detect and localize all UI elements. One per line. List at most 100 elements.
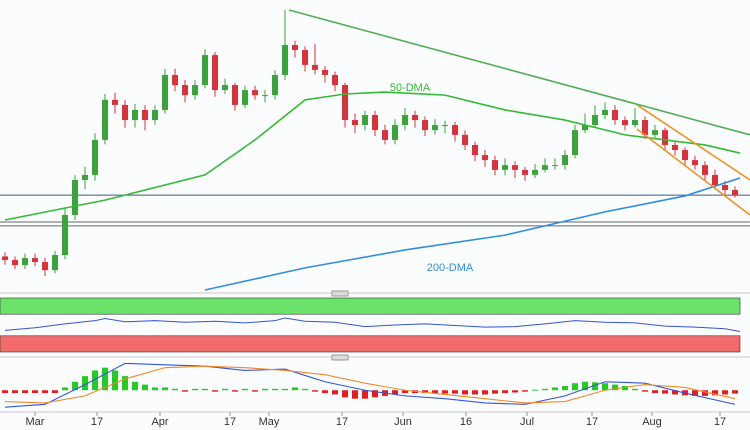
candle-body [242, 90, 248, 105]
macd-bar [222, 388, 228, 391]
macd-line [4, 365, 736, 404]
candle-body [552, 165, 558, 167]
macd-bar [92, 370, 98, 391]
candle-body [192, 85, 198, 96]
candle-body [162, 74, 168, 110]
candle-body [202, 55, 208, 86]
candle-body [102, 99, 108, 140]
macd-bar [302, 388, 308, 391]
candle-body [32, 258, 38, 262]
x-tick-label: May [259, 416, 280, 428]
candle-body [672, 144, 678, 150]
candle-body [572, 130, 578, 156]
macd-bar [162, 387, 168, 391]
candle-body [642, 120, 648, 135]
macd-bar [172, 388, 178, 391]
x-tick-label: 17 [91, 416, 103, 428]
candle-body [402, 115, 408, 126]
candle-body [362, 115, 368, 126]
macd-bar [272, 388, 278, 391]
candle-body [212, 55, 218, 91]
candle-body [302, 50, 308, 65]
macd-bar [292, 387, 298, 391]
candle-body [632, 120, 638, 126]
macd-bar [372, 390, 378, 398]
candle-body [532, 169, 538, 175]
candle-body [52, 255, 58, 271]
macd-bar [622, 386, 628, 391]
candle-body [662, 130, 668, 145]
x-tick-label: 17 [714, 416, 726, 428]
macd-bar [332, 390, 338, 395]
panel-grip[interactable] [331, 354, 349, 361]
candle-body [182, 85, 188, 96]
macd-bar [632, 388, 638, 391]
candle-body [12, 260, 18, 266]
candle-body [622, 120, 628, 126]
macd-bar [392, 390, 398, 395]
macd-bar [122, 376, 128, 391]
candle-body [142, 109, 148, 121]
macd-bar [692, 390, 698, 396]
moving-average [204, 177, 741, 291]
macd-bar [662, 390, 668, 394]
candle-body [652, 130, 658, 135]
macd-bar [312, 390, 318, 392]
candle-body [152, 109, 158, 121]
candle-body [582, 125, 588, 131]
panel-grip[interactable] [331, 290, 349, 297]
candle-body [542, 165, 548, 170]
macd-bar [362, 390, 368, 399]
candle-body [262, 95, 268, 97]
candle-body [172, 74, 178, 86]
candle-body [312, 64, 318, 70]
macd-bar [552, 387, 558, 391]
rsi-line [4, 317, 741, 332]
candle-body [92, 139, 98, 175]
candle-body [692, 160, 698, 166]
macd-bar [72, 381, 78, 391]
x-tick-label: Jul [520, 416, 534, 428]
macd-bar [262, 388, 268, 391]
candle-body [482, 155, 488, 161]
candle-body [2, 256, 8, 261]
candle-body [42, 262, 48, 271]
candle-body [372, 115, 378, 131]
x-tick-label: 17 [336, 416, 348, 428]
macd-bar [672, 390, 678, 395]
macd-bar [522, 390, 528, 392]
macd-bar [642, 390, 648, 392]
rsi-band [0, 297, 741, 315]
macd-bar [102, 367, 108, 391]
macd-bar [442, 390, 448, 394]
candle-body [112, 99, 118, 105]
macd-bar [152, 387, 158, 391]
macd-bar [502, 390, 508, 394]
candle-body [452, 125, 458, 135]
candle-body [282, 45, 288, 75]
candle-body [612, 109, 618, 121]
candle-body [732, 190, 738, 196]
candle-body [332, 74, 338, 86]
candle-body [382, 130, 388, 140]
candle-body [702, 165, 708, 175]
candle-body [132, 109, 138, 121]
candle-body [72, 179, 78, 215]
macd-bar [542, 388, 548, 391]
macd-bar [732, 390, 738, 394]
macd-bar [322, 390, 328, 394]
macd-bar [652, 390, 658, 394]
x-tick-label: Mar [26, 416, 45, 428]
candle-body [82, 174, 88, 180]
macd-bar [472, 390, 478, 395]
macd-bar [282, 388, 288, 391]
macd-bar [482, 390, 488, 395]
macd-bar [602, 383, 608, 391]
candle-body [252, 90, 258, 96]
x-tick-label: Aug [642, 416, 662, 428]
macd-bar [52, 390, 58, 394]
macd-bar [42, 390, 48, 394]
candle-body [22, 258, 28, 266]
